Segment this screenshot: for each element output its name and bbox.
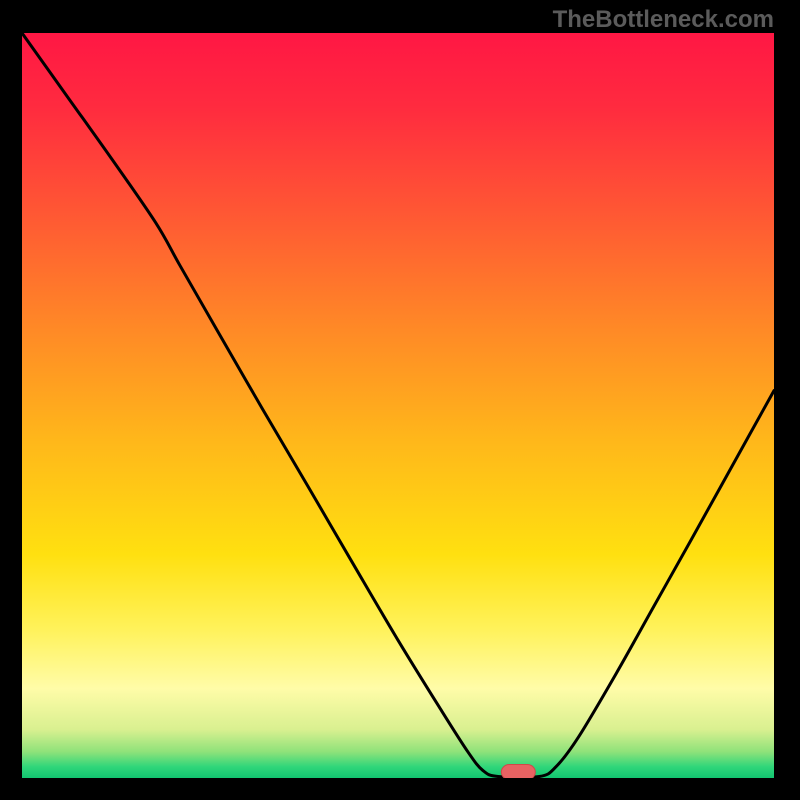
- chart-container: TheBottleneck.com: [0, 0, 800, 800]
- optimal-marker: [501, 765, 535, 778]
- bottleneck-curve: [22, 33, 774, 778]
- curve-layer: [22, 33, 774, 778]
- watermark-label: TheBottleneck.com: [553, 6, 774, 34]
- plot-area: [22, 33, 774, 778]
